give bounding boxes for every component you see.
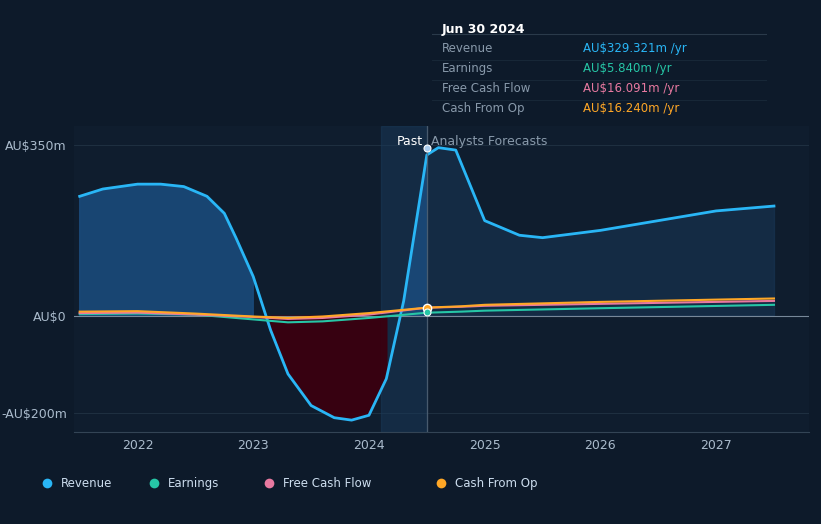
Text: AU$16.091m /yr: AU$16.091m /yr (583, 82, 679, 95)
Text: Free Cash Flow: Free Cash Flow (282, 477, 371, 490)
Text: Past: Past (397, 135, 424, 148)
Text: Revenue: Revenue (61, 477, 112, 490)
Text: AU$329.321m /yr: AU$329.321m /yr (583, 41, 686, 54)
Text: Earnings: Earnings (442, 62, 493, 75)
Text: Earnings: Earnings (168, 477, 219, 490)
Text: AU$16.240m /yr: AU$16.240m /yr (583, 102, 679, 115)
Text: Cash From Op: Cash From Op (442, 102, 525, 115)
Text: Jun 30 2024: Jun 30 2024 (442, 23, 525, 36)
Text: Analysts Forecasts: Analysts Forecasts (432, 135, 548, 148)
Bar (381, 126, 427, 432)
Text: Revenue: Revenue (442, 41, 493, 54)
Text: Cash From Op: Cash From Op (456, 477, 538, 490)
Text: Free Cash Flow: Free Cash Flow (442, 82, 530, 95)
Text: AU$5.840m /yr: AU$5.840m /yr (583, 62, 672, 75)
